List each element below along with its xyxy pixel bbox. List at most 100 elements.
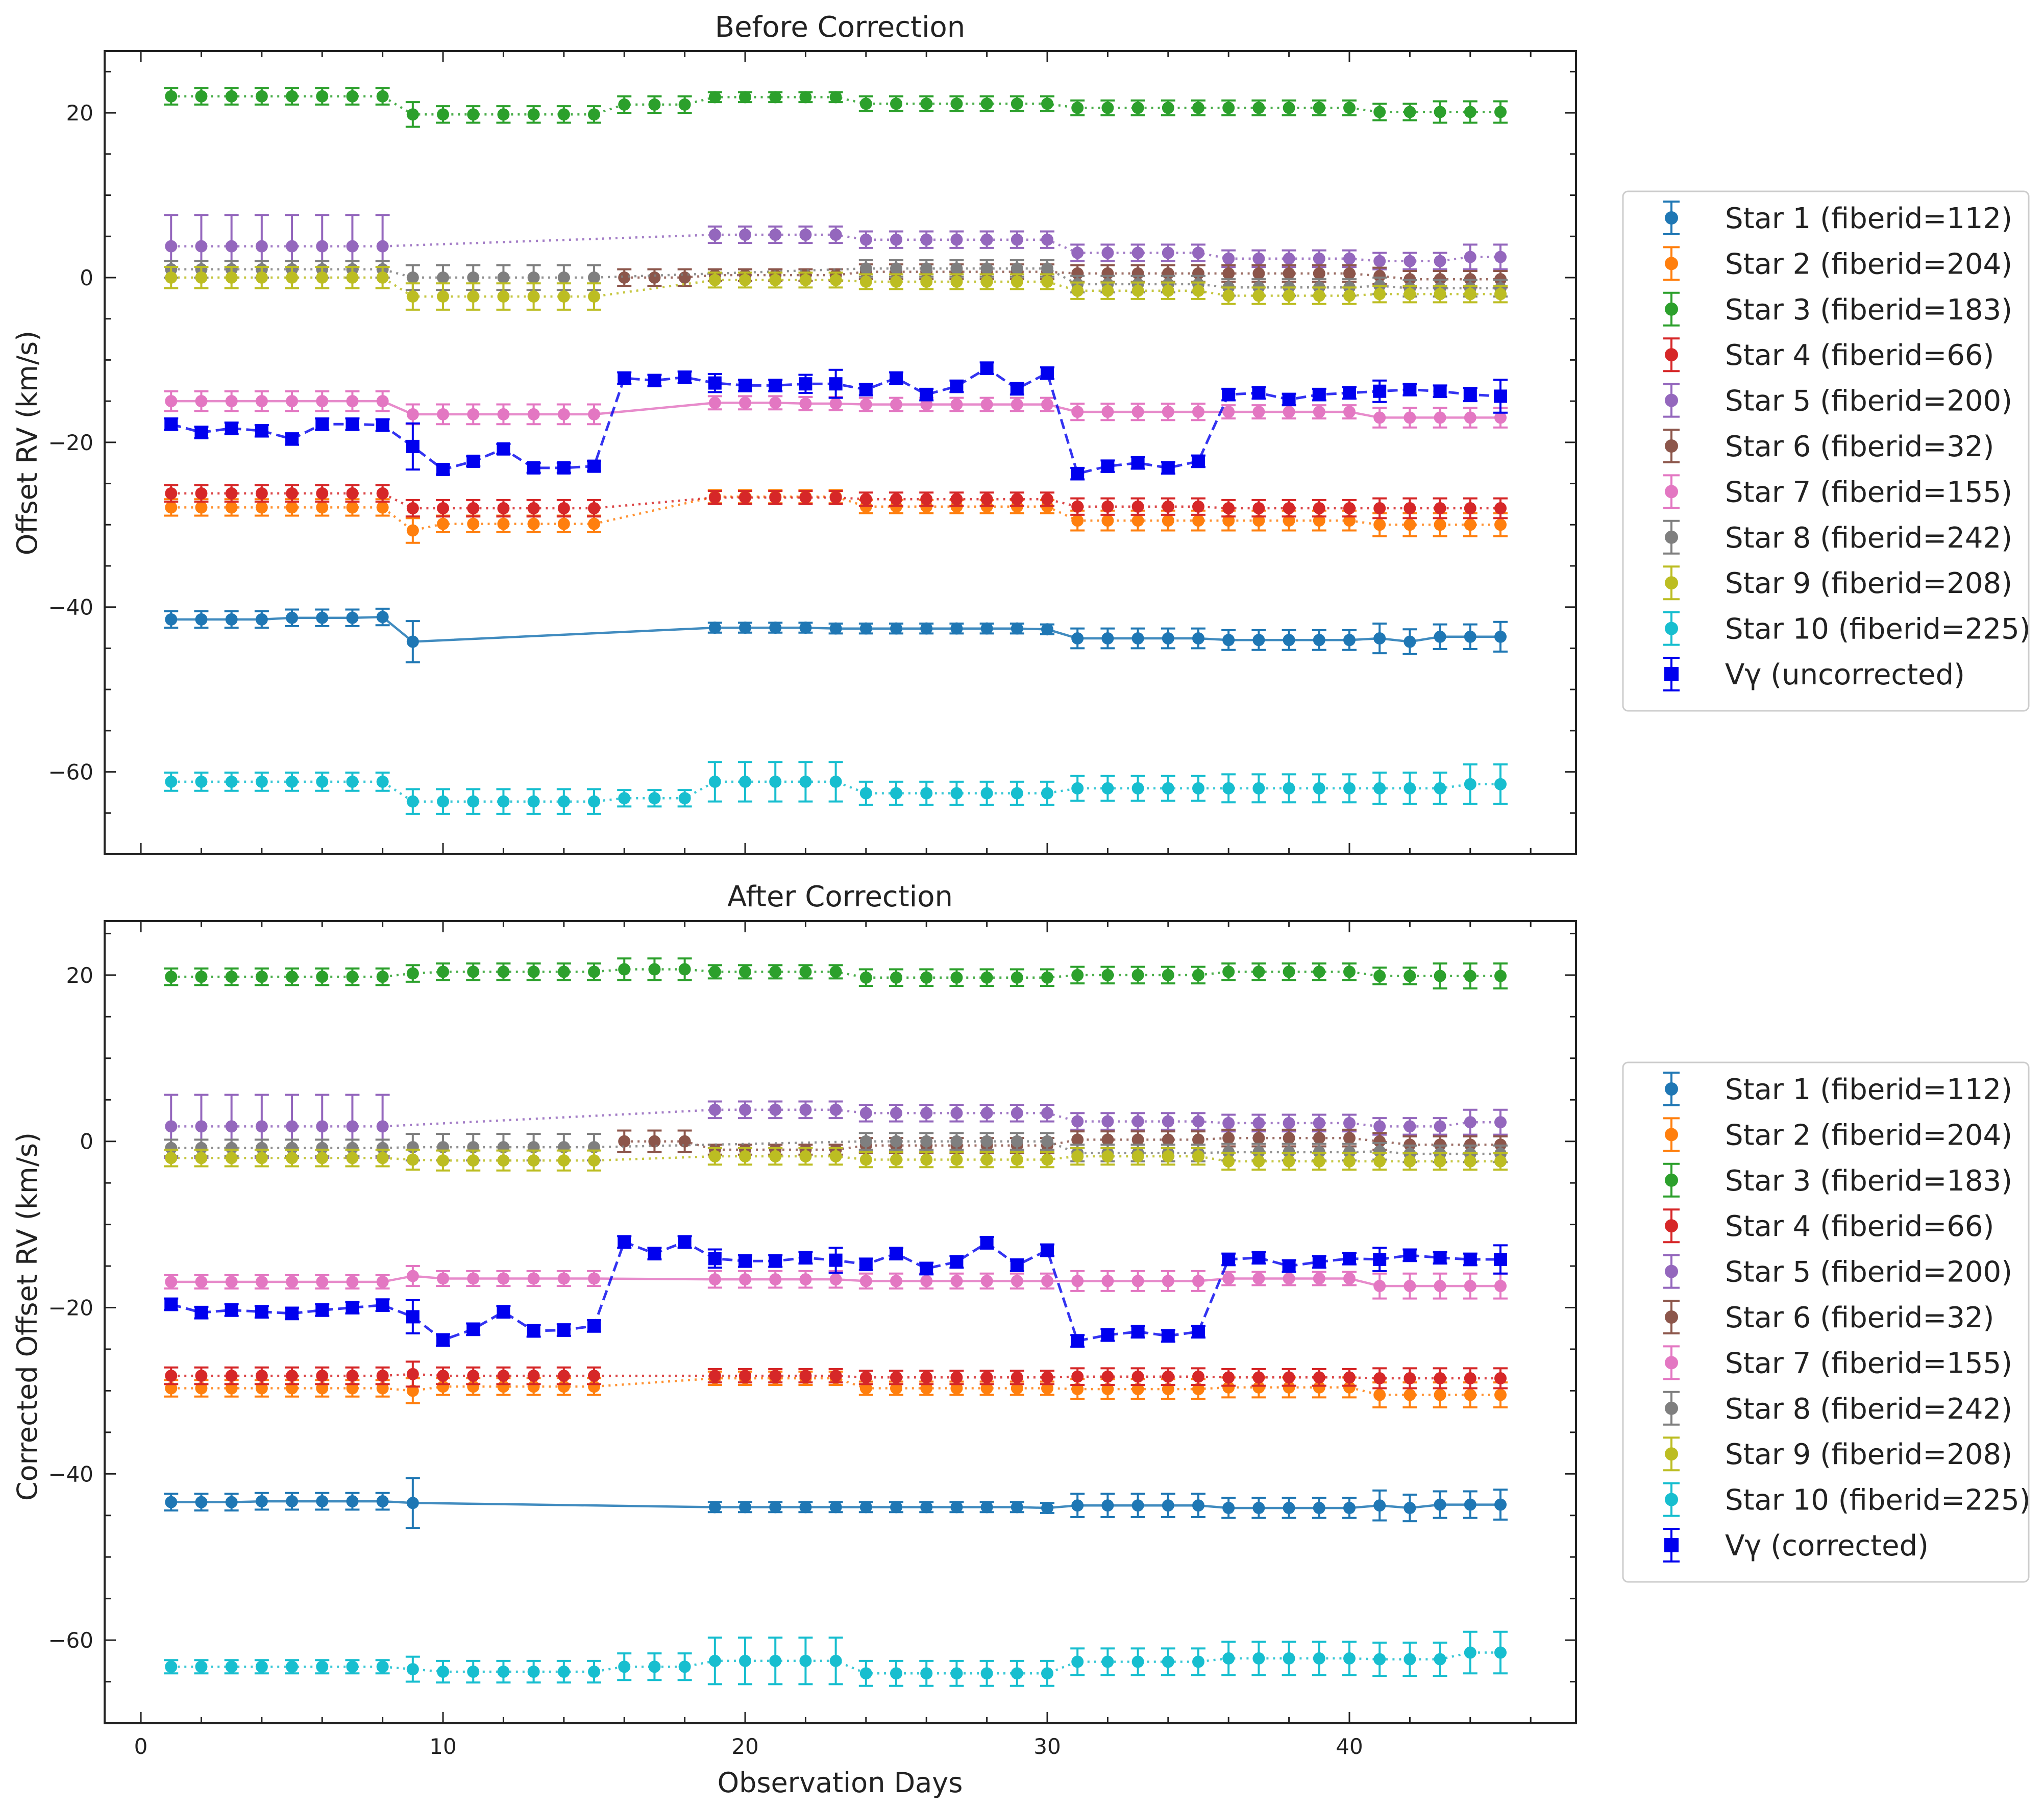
- data-point: [557, 965, 570, 978]
- legend-label: Star 4 (fiberid=66): [1725, 1210, 1994, 1243]
- data-point: [406, 271, 419, 284]
- data-point: [316, 1142, 329, 1154]
- legend-label: Vγ (corrected): [1725, 1529, 1929, 1563]
- data-point: [1464, 1155, 1476, 1168]
- data-point: [557, 1666, 570, 1678]
- data-point: [1434, 106, 1446, 118]
- data-point: [1071, 102, 1084, 114]
- data-point: [1373, 106, 1386, 118]
- data-point: [1403, 1120, 1416, 1133]
- data-point: [1011, 233, 1023, 246]
- data-point: [1071, 406, 1084, 418]
- data-point: [1403, 1155, 1416, 1168]
- legend-marker: [1665, 348, 1678, 362]
- data-point: [437, 290, 450, 303]
- data-point: [950, 1153, 963, 1166]
- data-point: [1071, 1499, 1084, 1512]
- data-point: [1373, 1499, 1386, 1512]
- legend-label: Star 2 (fiberid=204): [1725, 1119, 2012, 1152]
- data-point: [316, 395, 329, 408]
- data-point: [1494, 1389, 1507, 1401]
- data-point: [1011, 1107, 1023, 1120]
- data-point: [497, 271, 510, 284]
- data-point: [1403, 1372, 1416, 1384]
- data-point: [890, 1153, 903, 1166]
- data-point: [1192, 1150, 1205, 1163]
- data-point: [739, 1370, 752, 1382]
- data-point: [1192, 969, 1205, 981]
- legend-label: Star 5 (fiberid=200): [1725, 1256, 2012, 1289]
- data-point: [739, 1150, 752, 1163]
- data-point: [1494, 288, 1507, 301]
- data-point: [1494, 970, 1507, 982]
- data-point: [527, 408, 540, 420]
- data-point: [1434, 1280, 1446, 1293]
- data-point: [950, 493, 963, 506]
- data-point: [467, 795, 480, 808]
- data-point: [1101, 1150, 1114, 1163]
- data-point: [1131, 1370, 1144, 1383]
- data-point: [1192, 1383, 1205, 1396]
- data-point: [1131, 1275, 1144, 1287]
- data-point: [1162, 1150, 1174, 1163]
- data-point: [950, 276, 963, 288]
- data-point: [1283, 1371, 1295, 1384]
- data-point: [1071, 1370, 1084, 1383]
- data-point: [920, 1107, 933, 1120]
- y-tick-label: −60: [48, 760, 93, 785]
- data-point: [1101, 1655, 1114, 1668]
- data-point: [1252, 1371, 1265, 1384]
- data-point: [467, 1154, 480, 1167]
- data-point: [1011, 276, 1023, 288]
- data-point: [769, 1501, 782, 1514]
- data-point: [1283, 1155, 1295, 1168]
- panel-before-correction: Before Correction Offset RV (km/s) −60 −4…: [11, 11, 2031, 855]
- plot-area: [164, 957, 1508, 1687]
- data-point: [225, 395, 238, 408]
- data-point: [1192, 102, 1205, 114]
- data-point: [557, 517, 570, 530]
- legend-marker: [1665, 393, 1678, 407]
- x-tick-label: 10: [429, 1734, 456, 1759]
- legend-marker: [1664, 1538, 1679, 1552]
- data-point: [1252, 514, 1265, 527]
- data-point: [1131, 632, 1144, 645]
- data-point: [225, 1152, 238, 1164]
- data-point: [165, 395, 178, 408]
- data-point: [1131, 1115, 1144, 1128]
- data-point: [165, 1382, 178, 1395]
- data-point: [1313, 1502, 1325, 1515]
- data-point: [255, 424, 268, 438]
- data-point: [1252, 1272, 1265, 1285]
- data-point: [1071, 514, 1084, 527]
- data-point: [1192, 1275, 1205, 1287]
- x-axis-label: Observation Days: [718, 1767, 963, 1799]
- legend-entry: Star 1 (fiberid=112): [1663, 1072, 2012, 1106]
- data-point: [1162, 632, 1174, 645]
- data-point: [1313, 1652, 1325, 1665]
- series-4: [164, 1360, 1508, 1390]
- data-point: [255, 613, 268, 626]
- data-point: [1011, 1667, 1023, 1680]
- data-point: [285, 1306, 299, 1320]
- data-point: [1373, 1389, 1386, 1401]
- legend-marker: [1665, 1082, 1678, 1096]
- data-point: [376, 271, 389, 284]
- data-point: [1252, 252, 1265, 265]
- data-point: [829, 397, 842, 410]
- data-point: [1373, 269, 1386, 282]
- legend-label: Star 8 (fiberid=242): [1725, 1393, 2012, 1426]
- data-point: [436, 1333, 450, 1347]
- data-point: [1343, 267, 1356, 280]
- data-point: [950, 1255, 964, 1269]
- legend-entry: Star 3 (fiberid=183): [1663, 1162, 2012, 1198]
- data-point: [1283, 1117, 1295, 1129]
- data-point: [376, 1495, 389, 1508]
- data-point: [467, 517, 480, 530]
- data-point: [890, 971, 903, 984]
- data-point: [1434, 1372, 1446, 1384]
- data-point: [920, 1135, 933, 1148]
- data-point: [708, 1273, 721, 1286]
- data-point: [1252, 1155, 1265, 1168]
- data-point: [799, 1273, 812, 1286]
